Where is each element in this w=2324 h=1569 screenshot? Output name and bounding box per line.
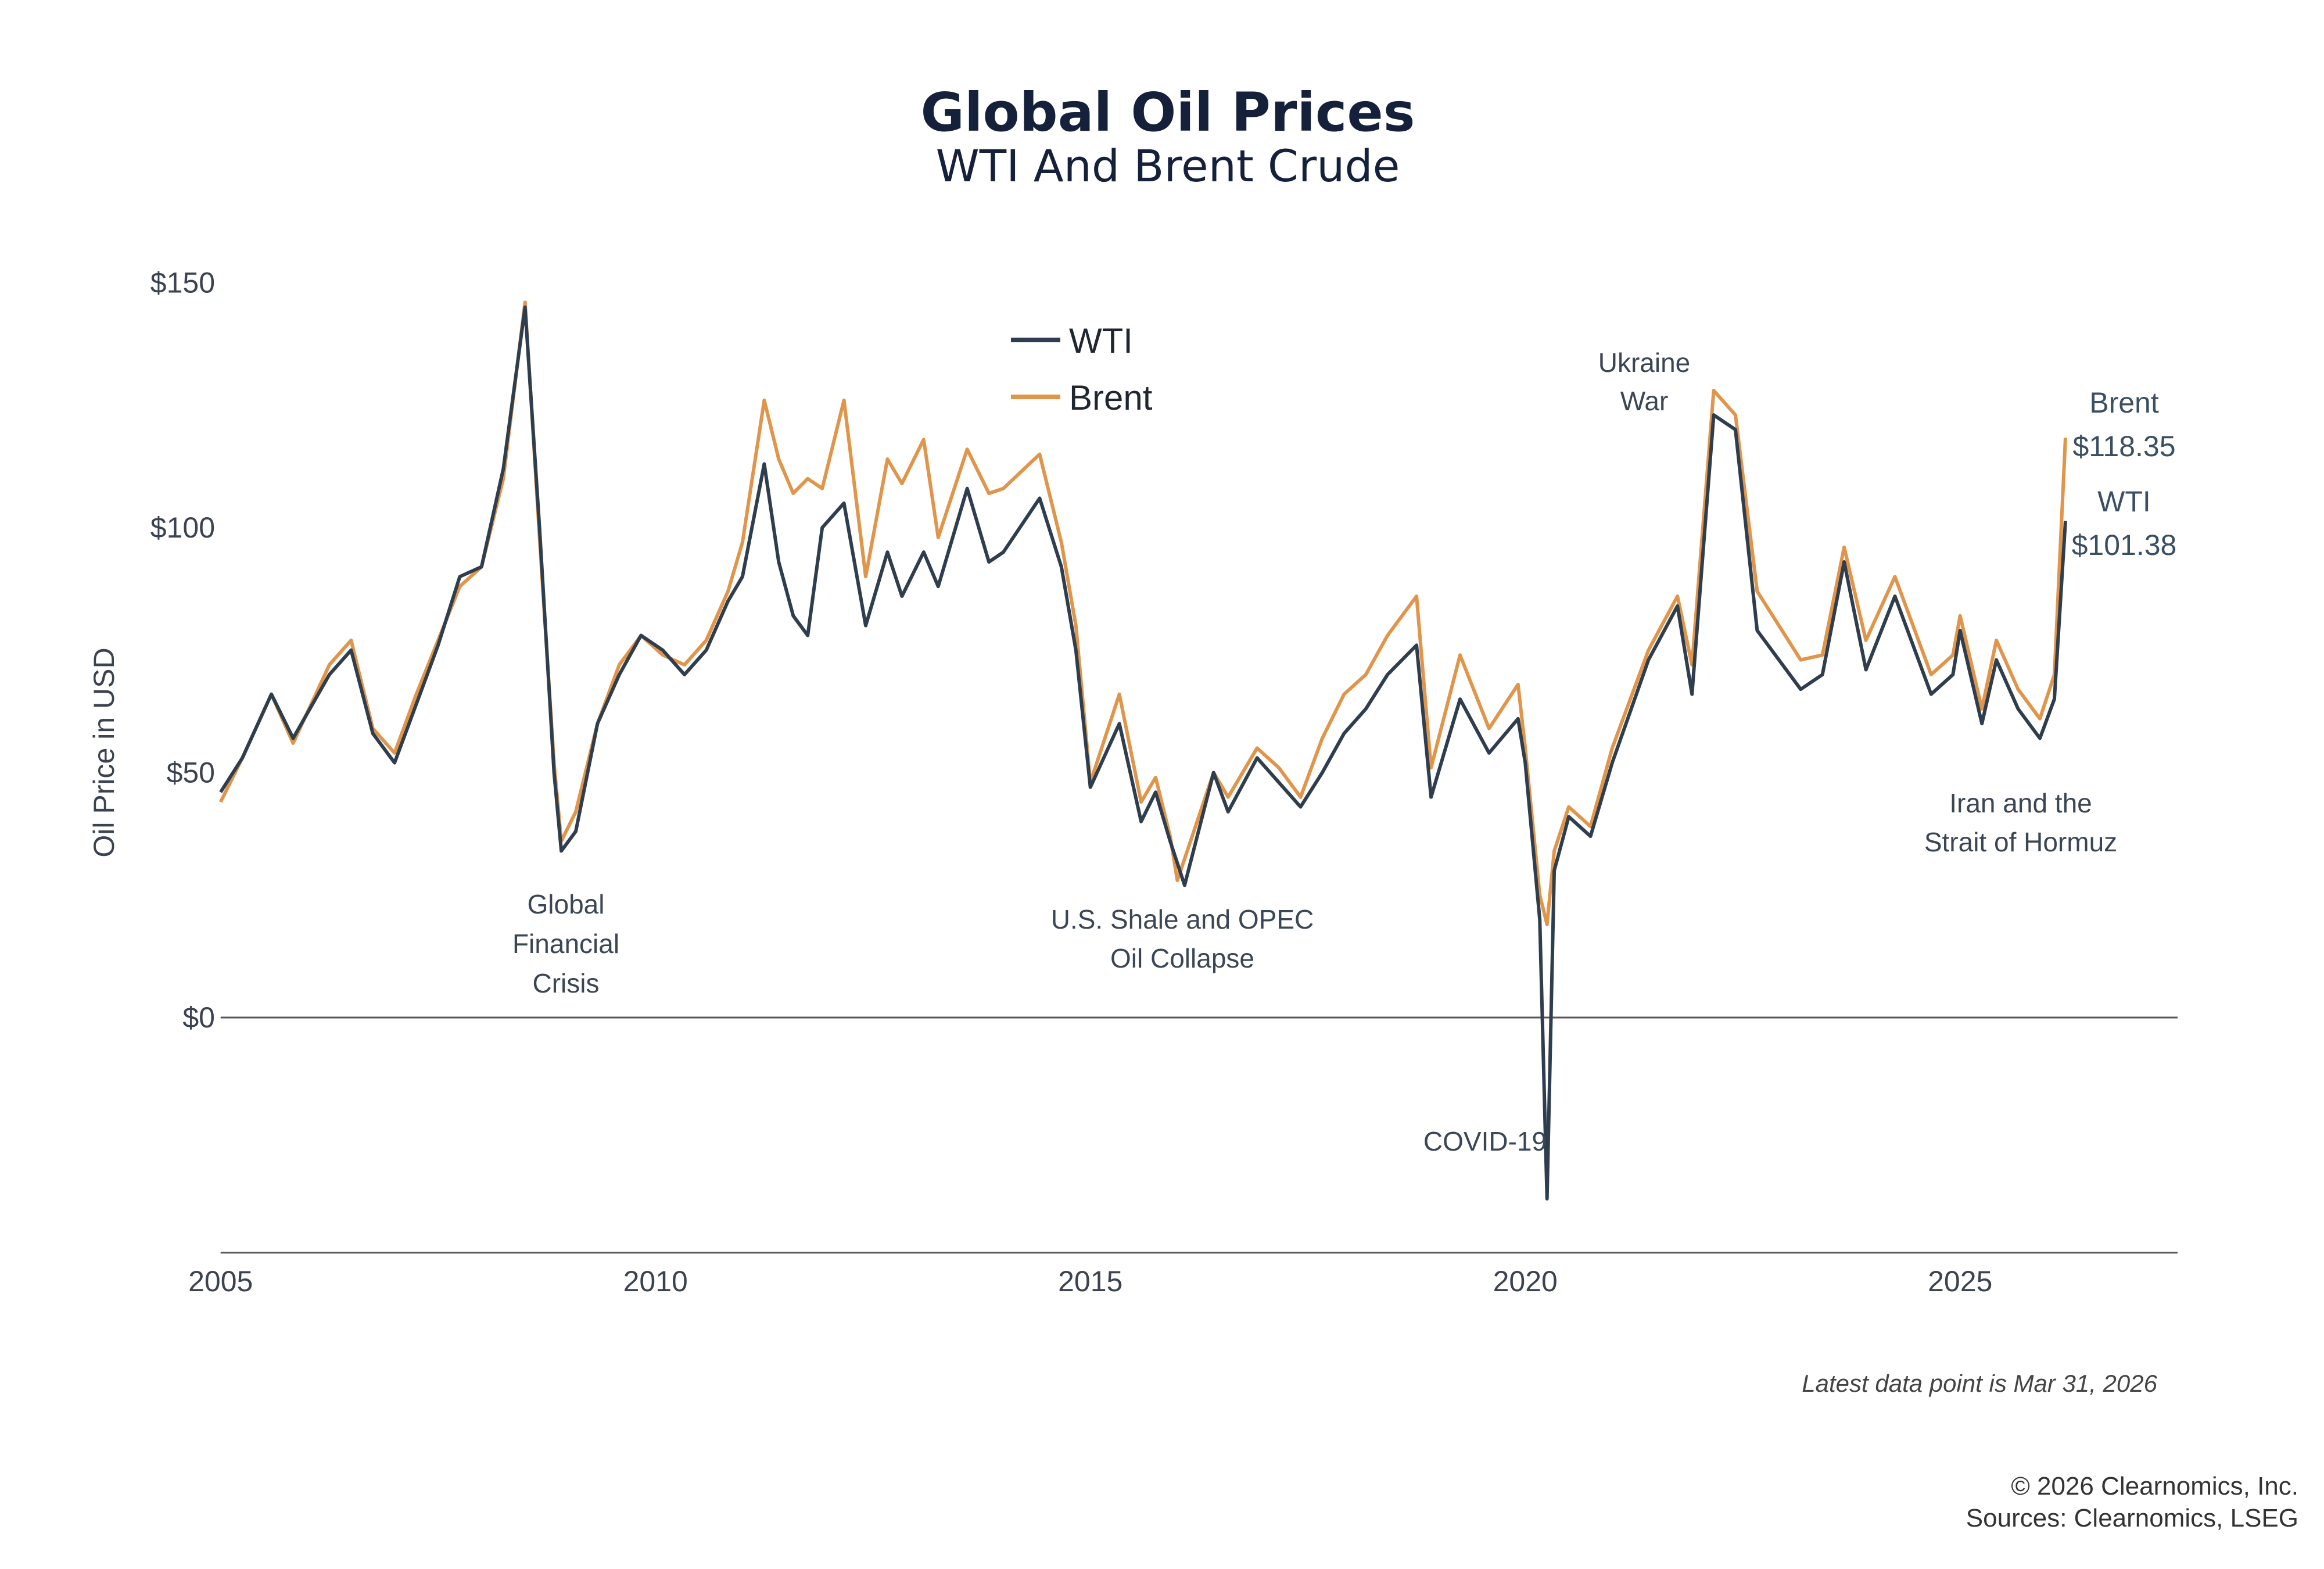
legend: WTI Brent xyxy=(1011,321,1153,417)
brent-end-name: Brent xyxy=(2089,386,2159,419)
legend-label-wti: WTI xyxy=(1069,321,1133,360)
annotation-covid: COVID-19 xyxy=(1423,1126,1547,1156)
annotation-line: Oil Collapse xyxy=(1110,943,1254,973)
latest-data-note: Latest data point is Mar 31, 2026 xyxy=(1802,1370,2157,1397)
annotation-line: Iran and the xyxy=(1949,788,2092,818)
chart-title: Global Oil Prices xyxy=(920,81,1415,144)
annotation-line: COVID-19 xyxy=(1423,1126,1547,1156)
brent-end-value: $118.35 xyxy=(2072,430,2175,463)
y-tick-label: $0 xyxy=(182,1001,215,1034)
annotation-line: Crisis xyxy=(533,968,600,998)
annotation-line: Financial xyxy=(512,929,619,959)
annotation-ukraine: Ukraine War xyxy=(1598,348,1691,416)
end-labels: Brent $118.35 WTI $101.38 xyxy=(2072,386,2177,561)
annotation-line: Global xyxy=(528,889,605,919)
y-axis-label: Oil Price in USD xyxy=(88,647,120,857)
annotation-gfc: Global Financial Crisis xyxy=(512,889,619,998)
annotation-line: U.S. Shale and OPEC xyxy=(1051,904,1314,934)
x-tick-label: 2010 xyxy=(623,1265,688,1298)
y-tick-label: $100 xyxy=(150,511,215,544)
wti-end-value: $101.38 xyxy=(2072,529,2177,561)
annotation-iran: Iran and the Strait of Hormuz xyxy=(1924,788,2117,857)
annotation-shale: U.S. Shale and OPEC Oil Collapse xyxy=(1051,904,1314,973)
annotation-line: War xyxy=(1620,386,1669,416)
x-tick-label: 2020 xyxy=(1493,1265,1558,1298)
y-tick-label: $50 xyxy=(167,757,215,789)
y-tick-label: $150 xyxy=(150,267,215,299)
sources: Sources: Clearnomics, LSEG xyxy=(1966,1504,2298,1532)
x-tick-label: 2005 xyxy=(188,1265,253,1298)
series-line-wti xyxy=(219,305,2067,1201)
annotation-line: Strait of Hormuz xyxy=(1924,827,2117,857)
x-tick-label: 2015 xyxy=(1058,1265,1122,1298)
x-tick-label: 2025 xyxy=(1928,1265,1992,1298)
legend-label-brent: Brent xyxy=(1069,378,1153,417)
annotation-line: Ukraine xyxy=(1598,348,1691,378)
copyright: © 2026 Clearnomics, Inc. xyxy=(2011,1472,2298,1500)
wti-end-name: WTI xyxy=(2097,485,2151,518)
chart-subtitle: WTI And Brent Crude xyxy=(936,140,1400,192)
